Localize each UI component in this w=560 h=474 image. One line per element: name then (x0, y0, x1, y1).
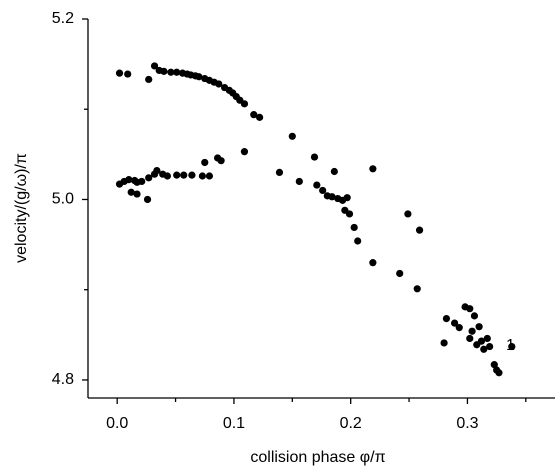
point (163, 172, 171, 180)
point (483, 334, 491, 343)
y-axis-label: velocity/(g/ω)/π (13, 153, 30, 263)
point (404, 210, 412, 218)
point (195, 73, 203, 81)
point (369, 259, 377, 267)
point (328, 193, 336, 201)
point (201, 158, 209, 167)
point (124, 70, 132, 78)
point (475, 323, 483, 331)
point (490, 361, 498, 369)
point (188, 171, 196, 179)
y-tick-label: 5.0 (52, 191, 74, 208)
point (138, 177, 146, 186)
point (250, 111, 258, 119)
point (480, 345, 488, 353)
point (240, 100, 249, 108)
point (173, 171, 181, 179)
point (486, 342, 494, 351)
point (415, 226, 424, 234)
point (466, 334, 474, 343)
point (455, 324, 463, 332)
point (343, 194, 351, 202)
point (240, 148, 249, 156)
point (256, 113, 264, 121)
point (150, 62, 159, 70)
point (450, 319, 459, 327)
point (413, 285, 421, 293)
point (133, 190, 141, 198)
point (354, 237, 362, 245)
point (313, 181, 321, 189)
point (115, 69, 124, 77)
point (295, 177, 303, 186)
x-tick-label: 0.1 (223, 415, 245, 432)
point (345, 210, 354, 218)
y-tick-label: 4.8 (52, 371, 74, 388)
x-tick-label: 0.2 (340, 415, 362, 432)
point (396, 269, 404, 278)
point (495, 369, 503, 377)
point (275, 168, 284, 177)
point (145, 174, 153, 182)
y-tick-label: 5.2 (52, 10, 74, 27)
point (215, 80, 223, 88)
point (350, 223, 358, 232)
point (508, 342, 516, 351)
point (160, 67, 168, 75)
point (470, 312, 479, 320)
point (330, 167, 338, 176)
point (369, 165, 377, 173)
point (319, 186, 327, 195)
x-axis-label: collision phase φ/π (250, 449, 385, 466)
point (127, 188, 135, 196)
x-tick-label: 0.0 (106, 415, 128, 432)
point (143, 195, 152, 204)
point (205, 172, 214, 180)
point (310, 153, 319, 161)
point (173, 68, 181, 76)
point (217, 157, 225, 165)
point (466, 305, 474, 313)
point (442, 314, 451, 323)
point (167, 68, 175, 76)
point (180, 171, 188, 179)
point (477, 337, 486, 345)
point (440, 339, 448, 347)
point (198, 172, 207, 180)
point (125, 176, 133, 184)
point (153, 167, 161, 175)
point (288, 132, 296, 140)
point (468, 327, 476, 335)
x-tick-label: 0.3 (456, 415, 478, 432)
point (145, 75, 153, 84)
